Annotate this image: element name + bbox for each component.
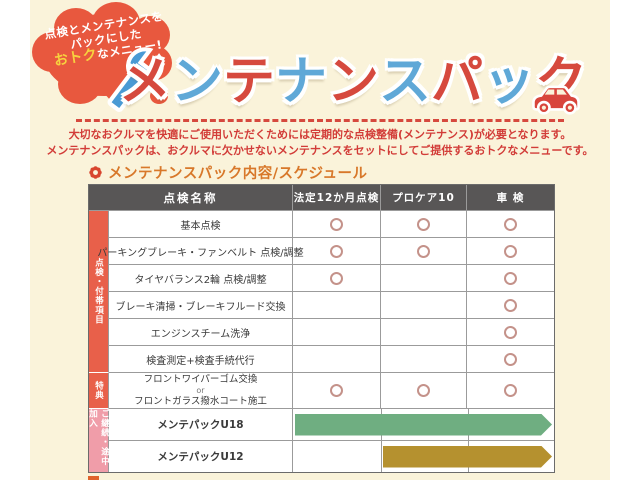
section-heading: メンテナンスパック内容/スケジュール [88,162,368,183]
column-grid-line [381,441,382,472]
row-name: エンジンスチーム洗浄 [109,319,293,346]
mark-cell [381,292,467,319]
intro-text: 大切なおクルマを快適にご使用いただくためには定期的な点検整備(メンテナンス)が必… [30,127,610,158]
circle-mark [504,325,517,339]
car-icon [532,85,580,115]
benefit-line: フロントワイパーゴム交換 [143,374,258,385]
dashed-divider [76,119,564,122]
mark-cell [293,265,381,292]
sidebar-label-benefit: 特典 [89,373,109,409]
header-cell-col: 法定12か月点検 [293,185,381,211]
circle-mark [417,384,430,397]
header-cell-name: 点検名称 [89,185,293,211]
circle-mark [330,384,343,397]
mark-cell [467,265,554,292]
mark-cell [381,238,467,265]
mark-cell [381,211,467,238]
title-char: ン [326,52,379,112]
mark-cell [381,319,467,346]
section-heading-label: メンテナンスパック内容/スケジュール [108,166,368,182]
mark-cell [467,346,554,373]
circle-mark [504,244,517,258]
row-name: 検査測定+検査手続代行 [109,346,293,373]
row-name-benefit: フロントワイパーゴム交換 or フロントガラス撥水コート施工 [109,373,293,409]
sidebar-label-continuation: ご継続・途中加入 [88,409,110,472]
page-title: メンテナンスパック [30,42,610,122]
mark-cell [293,346,381,373]
header-cell-col: プロケア10 [381,185,467,211]
circle-mark [330,244,343,258]
plan-bar-cell [293,409,554,441]
benefit-line: フロントガラス撥水コート施工 [134,396,267,407]
wrench-icon [107,47,164,112]
row-name: タイヤバランス2輪 点検/調整 [109,265,293,292]
mark-cell [293,211,381,238]
mark-cell [381,346,467,373]
row-name: パーキングブレーキ・ファンベルト 点検/調整 [97,238,304,265]
plan-bar-u12 [383,446,552,468]
circle-mark [504,271,517,285]
title-char: ス [379,52,432,112]
circle-mark [417,244,430,258]
mark-cell [381,265,467,292]
title-char: ナ [274,52,327,112]
mark-cell [467,211,554,238]
mark-cell [467,292,554,319]
circle-mark [417,217,430,231]
mark-cell [293,238,381,265]
title-char: テ [222,52,275,112]
intro-line: メンテナンスパックは、おクルマに欠かせないメンテナンスをセットにしてご提供するお… [46,143,594,157]
row-name-plan: メンテパックU18 [109,409,293,441]
circle-mark [504,298,517,312]
circle-mark [504,352,517,366]
title-char: ン [170,52,223,112]
sidebar-label-inspection: 点検・付帯項目 [89,211,109,373]
title-char: ッ [483,52,536,112]
mark-cell [467,373,554,409]
circle-mark [330,271,343,285]
benefit-line: or [196,386,205,395]
circle-mark [330,217,343,231]
mark-cell [293,292,381,319]
next-section-icon-cutoff [88,476,99,480]
gear-icon [89,166,102,179]
row-name: ブレーキ清掃・ブレーキフルード交換 [109,292,293,319]
header-cell-col: 車 検 [467,185,554,211]
badge-bump [54,8,98,48]
title-char: パ [431,52,484,112]
badge-bump [58,64,102,104]
title-char: メ [118,52,171,112]
mark-cell [293,373,381,409]
mark-cell [293,319,381,346]
circle-mark [504,384,517,397]
row-name: 基本点検 [109,211,293,238]
schedule-table: 点検名称 法定12か月点検 プロケア10 車 検点検・付帯項目 特典 ご継続・途中加入 基本… [88,184,555,473]
circle-mark [504,217,517,231]
badge-tail [150,88,168,104]
mark-cell [467,238,554,265]
mark-cell [467,319,554,346]
row-name-plan: メンテパックU12 [109,441,293,472]
mark-cell [381,373,467,409]
intro-line: 大切なおクルマを快適にご使用いただくためには定期的な点検整備(メンテナンス)が必… [68,128,572,141]
plan-bar-cell [293,441,554,472]
plan-bar-u18 [295,414,552,436]
